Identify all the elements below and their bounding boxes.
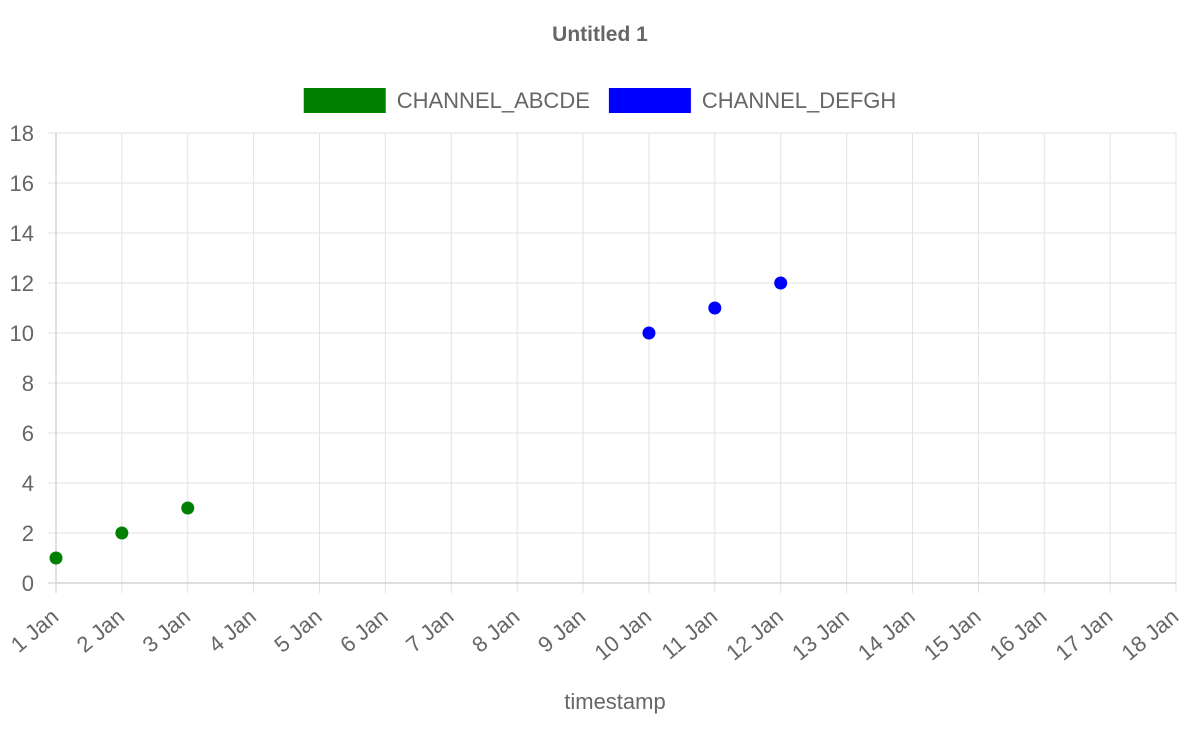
x-tick-label: 14 Jan	[853, 604, 920, 666]
legend-label: CHANNEL_ABCDE	[397, 88, 590, 113]
data-point	[642, 326, 656, 340]
y-tick-label: 12	[10, 271, 34, 296]
y-axis-tick-labels: 0 2 4 6 8 10 12 14 16 18	[10, 121, 34, 596]
x-tick-label: 11 Jan	[657, 604, 722, 665]
y-tick-label: 18	[10, 121, 34, 146]
x-tick-label: 17 Jan	[1051, 604, 1118, 666]
x-tick-label: 15 Jan	[919, 604, 986, 666]
y-tick-label: 2	[22, 521, 34, 546]
chart-title: Untitled 1	[552, 23, 648, 46]
legend-swatch	[608, 88, 691, 113]
data-point	[49, 551, 63, 565]
y-tick-label: 14	[10, 221, 34, 246]
x-axis-title: timestamp	[564, 689, 665, 714]
legend: CHANNEL_ABCDE CHANNEL_DEFGH	[303, 88, 896, 113]
x-tick-label: 18 Jan	[1117, 604, 1184, 666]
x-tick-label: 3 Jan	[138, 604, 195, 658]
x-tick-label: 7 Jan	[401, 604, 458, 658]
x-tick-label: 9 Jan	[533, 604, 590, 658]
x-tick-label: 2 Jan	[72, 604, 129, 658]
y-tick-label: 10	[10, 321, 34, 346]
legend-item[interactable]: CHANNEL_ABCDE	[303, 88, 590, 113]
y-tick-label: 6	[22, 421, 34, 446]
data-points	[49, 276, 788, 565]
axes	[55, 133, 1176, 584]
data-point	[181, 501, 195, 515]
legend-item[interactable]: CHANNEL_DEFGH	[608, 88, 896, 113]
x-tick-label: 16 Jan	[985, 604, 1052, 666]
data-point	[774, 276, 788, 290]
x-tick-label: 10 Jan	[589, 604, 656, 666]
x-tick-label: 4 Jan	[204, 604, 261, 658]
legend-swatch	[303, 88, 386, 113]
y-tick-label: 0	[22, 571, 34, 596]
x-tick-label: 8 Jan	[467, 604, 524, 658]
x-tick-label: 12 Jan	[721, 604, 788, 666]
x-axis-tick-labels: 1 Jan 2 Jan 3 Jan 4 Jan 5 Jan 6 Jan 7 Jan 8 Jan…	[6, 604, 1183, 666]
x-tick-label: 6 Jan	[335, 604, 392, 658]
legend-label: CHANNEL_DEFGH	[702, 88, 896, 113]
data-point	[708, 301, 722, 315]
y-tick-label: 16	[10, 171, 34, 196]
x-tick-label: 1 Jan	[6, 604, 63, 658]
x-tick-label: 5 Jan	[269, 604, 326, 658]
y-tick-label: 4	[22, 471, 34, 496]
x-tick-label: 13 Jan	[787, 604, 854, 666]
data-point	[115, 526, 129, 540]
y-tick-label: 8	[22, 371, 34, 396]
grid	[48, 132, 1177, 593]
